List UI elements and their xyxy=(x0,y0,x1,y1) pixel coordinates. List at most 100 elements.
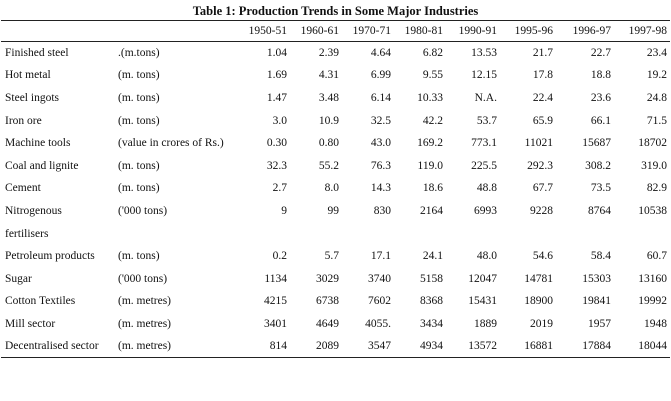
value-cell: 11021 xyxy=(524,137,553,150)
value-cell: 292.3 xyxy=(527,159,553,172)
value-cell: 18702 xyxy=(638,137,667,150)
value-cell: 0.80 xyxy=(318,137,339,150)
value-cell: 76.3 xyxy=(370,159,391,172)
industry-label: Decentralised sector xyxy=(1,335,118,359)
table-row: Steel ingots (m. tons) 1.47 3.48 6.14 10.33 N.… xyxy=(1,87,670,110)
value-cell: 22.4 xyxy=(532,91,553,104)
header-year-cell: 1995-96 xyxy=(500,20,556,42)
unit-label: (m. tons) xyxy=(118,114,160,127)
value-cell: 14.3 xyxy=(370,182,391,195)
value-cell: 10538 xyxy=(638,205,667,218)
header-year-cell: 1960-61 xyxy=(290,20,342,42)
value-cell: 3029 xyxy=(316,272,339,285)
value-cell: 17.8 xyxy=(532,69,553,82)
unit-label: (value in crores of Rs.) xyxy=(118,137,224,150)
unit-label: (m. tons) xyxy=(118,69,160,82)
header-year-cell: 1970-71 xyxy=(342,20,394,42)
value-cell: 2089 xyxy=(290,335,342,359)
value-cell: 1.69 xyxy=(266,69,287,82)
value-cell: 1.47 xyxy=(266,91,287,104)
value-cell: 169.2 xyxy=(417,137,443,150)
value-cell: 4649 xyxy=(316,317,339,330)
value-cell: 4.31 xyxy=(318,69,339,82)
table-row: Iron ore (m. tons) 3.0 10.9 32.5 42.2 53.7 65.9… xyxy=(1,109,670,132)
value-cell: 2.39 xyxy=(318,47,339,60)
value-cell: 319.0 xyxy=(641,159,667,172)
value-cell xyxy=(500,223,556,245)
unit-label: (m. metres) xyxy=(118,317,172,330)
value-cell: 4.64 xyxy=(370,47,391,60)
unit-label: (m. metres) xyxy=(118,295,172,308)
value-cell: 7602 xyxy=(368,295,391,308)
industry-label: Mill sector xyxy=(5,317,56,330)
value-cell: 13572 xyxy=(446,335,500,359)
value-cell: 8.0 xyxy=(324,182,339,195)
value-cell: 32.5 xyxy=(370,114,391,127)
unit-label: (m. tons) xyxy=(118,91,160,104)
industry-label: Cotton Textiles xyxy=(5,295,76,308)
table-row: Cement (m. tons) 2.7 8.0 14.3 18.6 48.8 67.7 73.… xyxy=(1,177,670,200)
unit-label: (m. tons) xyxy=(118,159,160,172)
value-cell xyxy=(446,223,500,245)
industry-label: fertilisers xyxy=(5,227,49,240)
value-cell: 43.0 xyxy=(370,137,391,150)
value-cell: 19992 xyxy=(638,295,667,308)
industry-label: Steel ingots xyxy=(5,91,59,104)
value-cell: 5158 xyxy=(420,272,443,285)
table-row: Coal and lignite (m. tons) 32.3 55.2 76.3 119… xyxy=(1,154,670,177)
value-cell: 0.2 xyxy=(272,249,287,262)
value-cell: 32.3 xyxy=(266,159,287,172)
value-cell: 48.8 xyxy=(476,182,497,195)
value-cell: 9.55 xyxy=(422,69,443,82)
table-row: Petroleum products (m. tons) 0.2 5.7 17.1 24.… xyxy=(1,245,670,268)
value-cell: 15431 xyxy=(468,295,497,308)
table-row: Sugar ('000 tons) 1134 3029 3740 5158 12047 147… xyxy=(1,267,670,290)
table-body: Finished steel .(m.tons) 1.04 2.39 4.64 6.82 1… xyxy=(1,42,670,359)
value-cell: 3401 xyxy=(264,317,287,330)
value-cell: 3740 xyxy=(368,272,391,285)
header-year-cell: 1980-81 xyxy=(394,20,446,42)
value-cell: 23.4 xyxy=(646,47,667,60)
value-cell: 814 xyxy=(248,335,290,359)
value-cell: 24.8 xyxy=(646,91,667,104)
value-cell: 8368 xyxy=(420,295,443,308)
value-cell: 4215 xyxy=(264,295,287,308)
value-cell xyxy=(394,223,446,245)
value-cell: 42.2 xyxy=(422,114,443,127)
value-cell: 119.0 xyxy=(417,159,443,172)
industry-label: Sugar xyxy=(5,272,32,285)
header-year-cell: 1990-91 xyxy=(446,20,500,42)
value-cell xyxy=(556,223,614,245)
header-blank-cell xyxy=(1,20,118,42)
value-cell: 6.99 xyxy=(370,69,391,82)
value-cell: 15687 xyxy=(582,137,611,150)
value-cell: 9 xyxy=(281,205,287,218)
header-row: 1950-51 1960-61 1970-71 1980-81 1990-91 1995-… xyxy=(1,20,670,42)
value-cell: 3.0 xyxy=(272,114,287,127)
value-cell: 830 xyxy=(373,205,391,218)
value-cell: 17884 xyxy=(556,335,614,359)
value-cell xyxy=(248,223,290,245)
value-cell: 6993 xyxy=(474,205,497,218)
value-cell: 19.2 xyxy=(646,69,667,82)
industry-label: Nitrogenous xyxy=(5,205,62,218)
value-cell: 17.1 xyxy=(370,249,391,262)
value-cell: 54.6 xyxy=(532,249,553,262)
value-cell: 1134 xyxy=(264,272,287,285)
industry-label: Cement xyxy=(5,182,41,195)
unit-label: .(m.tons) xyxy=(118,47,160,60)
table-row: Decentralised sector (m. metres) 814 2089 35… xyxy=(1,335,670,359)
value-cell: 13160 xyxy=(638,272,667,285)
value-cell: 10.33 xyxy=(417,91,443,104)
header-year-cell: 1950-51 xyxy=(248,20,290,42)
value-cell: 15303 xyxy=(582,272,611,285)
header-blank-cell xyxy=(118,20,248,42)
value-cell: 6.14 xyxy=(370,91,391,104)
value-cell: 18.6 xyxy=(422,182,443,195)
table-row: Cotton Textiles (m. metres) 4215 6738 7602 83… xyxy=(1,290,670,313)
production-table: 1950-51 1960-61 1970-71 1980-81 1990-91 1995-… xyxy=(1,20,670,359)
value-cell: 18044 xyxy=(614,335,670,359)
value-cell: 67.7 xyxy=(532,182,553,195)
table-row: Machine tools (value in crores of Rs.) 0.3… xyxy=(1,132,670,155)
